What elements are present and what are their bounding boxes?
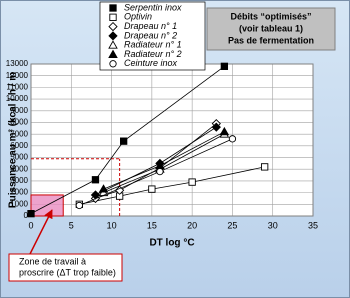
marker	[109, 60, 117, 68]
series-line	[95, 123, 217, 199]
y-axis-label: Puissance au m² (kcal / h / m	[8, 72, 19, 208]
y-tick-label: 4000	[10, 164, 28, 173]
marker	[108, 49, 118, 58]
info-line: Débits “optimisés”	[230, 11, 311, 21]
callout-text: proscrire (ΔT trop faible)	[19, 267, 116, 277]
x-axis-label: DT log °C	[149, 238, 194, 249]
y-tick-label: 2000	[10, 188, 28, 197]
plot-area	[31, 64, 313, 216]
y-tick-label: 8000	[10, 118, 28, 127]
info-line: (voir tableau 1)	[239, 23, 303, 33]
marker	[75, 201, 83, 210]
marker	[109, 4, 117, 12]
info-line: Pas de fermentation	[228, 35, 314, 45]
marker	[219, 126, 230, 136]
y-tick-label: 3000	[10, 176, 28, 185]
y-tick-label: 5000	[10, 153, 28, 162]
marker	[108, 31, 118, 41]
marker	[120, 137, 128, 145]
marker	[108, 21, 118, 32]
marker	[211, 122, 221, 132]
marker	[188, 178, 196, 186]
x-tick-label: 30	[268, 220, 278, 230]
legend-label: Ceinture inox	[124, 58, 178, 68]
legend-label: Radiateur n° 1	[124, 40, 182, 50]
y-tick-label: 11000	[6, 82, 28, 91]
callout-box	[8, 253, 123, 282]
marker	[148, 185, 156, 193]
legend-label: Optivin	[124, 12, 152, 22]
legend-label: Radiateur n° 2	[124, 49, 182, 59]
marker	[27, 210, 35, 218]
marker	[108, 40, 118, 49]
y-tick-label: 12000	[6, 71, 29, 80]
x-tick-label: 10	[107, 220, 117, 230]
y-tick-label: 7000	[10, 129, 28, 138]
y-tick-label: 10000	[6, 94, 29, 103]
marker	[220, 62, 229, 70]
marker	[156, 167, 164, 176]
series-line	[30, 66, 225, 215]
marker	[91, 176, 100, 184]
marker	[261, 163, 269, 171]
y-tick-label: 13000	[6, 59, 29, 68]
callout-arrow	[29, 209, 53, 255]
y-tick-label: 6000	[10, 141, 28, 150]
y-tick-label: 1000	[10, 199, 28, 208]
callout-text: Zone de travail à	[19, 256, 86, 266]
y-tick-label: 9000	[10, 106, 28, 115]
legend-label: Drapeau n° 2	[124, 30, 177, 40]
marker	[109, 13, 117, 21]
x-tick-label: 20	[187, 220, 197, 230]
y-tick-label: 0	[24, 211, 29, 220]
info-box	[206, 7, 336, 51]
legend-label: Serpentin inox	[124, 2, 182, 12]
marker	[114, 185, 125, 195]
x-tick-label: 5	[69, 220, 74, 230]
marker	[98, 184, 109, 193]
x-tick-label: 0	[28, 220, 33, 230]
x-tick-label: 35	[308, 220, 318, 230]
legend-label: Drapeau n° 1	[124, 21, 177, 31]
marker	[228, 135, 237, 143]
x-tick-label: 15	[147, 220, 157, 230]
x-tick-label: 25	[227, 220, 237, 230]
